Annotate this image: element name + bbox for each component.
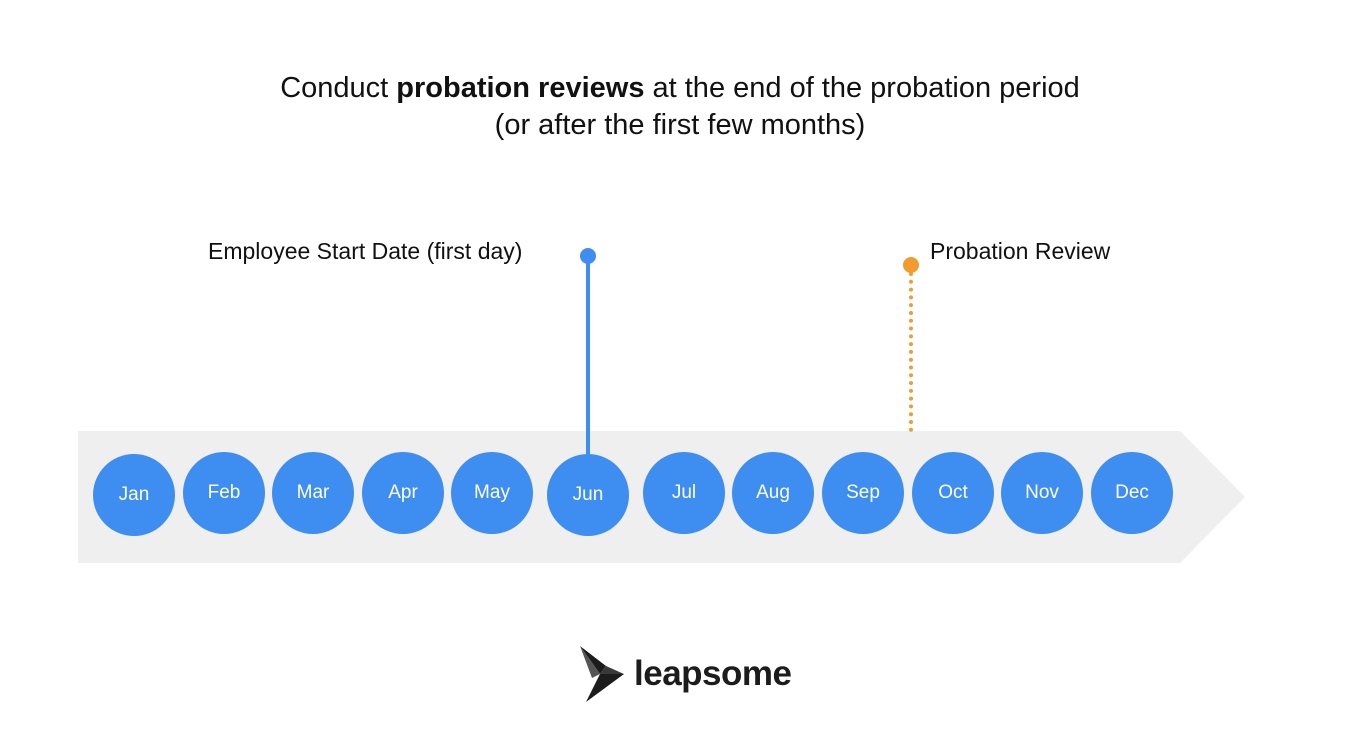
- month-label: Jul: [671, 482, 697, 503]
- month-circle-apr: Apr: [362, 452, 444, 534]
- probation-review-line: [909, 272, 913, 432]
- month-label: Jan: [118, 484, 150, 505]
- title-line-2: (or after the first few months): [494, 109, 866, 141]
- month-label: Mar: [296, 482, 330, 503]
- start-date-line: [586, 256, 590, 460]
- month-label: Oct: [938, 482, 968, 503]
- month-label: Sep: [846, 482, 880, 503]
- month-circle-nov: Nov: [1001, 452, 1083, 534]
- month-circle-aug: Aug: [732, 452, 814, 534]
- month-label: Aug: [756, 482, 790, 503]
- month-circle-jun: Jun: [547, 454, 629, 536]
- month-circle-dec: Dec: [1091, 452, 1173, 534]
- month-label: Dec: [1115, 482, 1149, 503]
- bird-icon: [580, 646, 624, 702]
- title-bold-text: probation reviews: [396, 72, 645, 104]
- probation-review-label: Probation Review: [930, 238, 1111, 264]
- month-circle-mar: Mar: [272, 452, 354, 534]
- month-label: May: [474, 482, 510, 503]
- leapsome-logo: leapsome: [578, 644, 792, 704]
- month-circle-jul: Jul: [643, 452, 725, 534]
- probation-review-dot: [903, 257, 919, 273]
- month-circle-sep: Sep: [822, 452, 904, 534]
- month-circle-jan: Jan: [93, 454, 175, 536]
- month-label: Jun: [572, 484, 604, 505]
- start-date-label: Employee Start Date (first day): [208, 238, 523, 264]
- month-circle-feb: Feb: [183, 452, 265, 534]
- page-title: Conduct probation reviews at the end of …: [0, 70, 1360, 144]
- month-label: Feb: [207, 482, 241, 503]
- title-line-1: Conduct probation reviews at the end of …: [280, 72, 1080, 104]
- logo-text: leapsome: [634, 654, 792, 693]
- month-label: Apr: [388, 482, 418, 503]
- month-circle-oct: Oct: [912, 452, 994, 534]
- month-label: Nov: [1025, 482, 1059, 503]
- month-circle-may: May: [451, 452, 533, 534]
